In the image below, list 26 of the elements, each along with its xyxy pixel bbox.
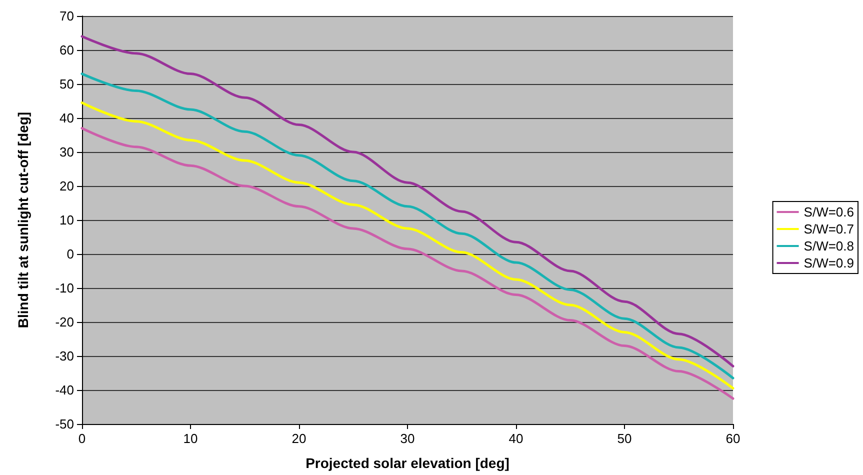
y-tick-label: 30: [60, 144, 74, 160]
y-tick-label: 40: [60, 110, 74, 126]
y-tick-label: 10: [60, 212, 74, 228]
x-tick-label: 50: [617, 431, 632, 446]
y-tick-label: 60: [60, 42, 74, 58]
legend-label: S/W=0.9: [804, 256, 854, 270]
x-tick-label: 10: [183, 431, 198, 446]
x-axis-title: Projected solar elevation [deg]: [306, 455, 510, 471]
y-tick-label: -40: [55, 382, 74, 398]
x-tick-label: 0: [78, 431, 86, 446]
legend-label: S/W=0.8: [804, 238, 854, 254]
legend-label: S/W=0.7: [804, 222, 854, 236]
y-tick-label: -20: [55, 314, 74, 330]
y-tick-label: -10: [55, 280, 74, 296]
y-tick-label: -30: [55, 348, 74, 364]
x-tick-label: 30: [400, 431, 415, 446]
x-tick-label: 60: [726, 431, 740, 446]
x-tick-label: 20: [292, 431, 306, 446]
y-tick-label: 70: [60, 8, 74, 24]
y-axis-title: Blind tilt at sunlight cut-off [deg]: [15, 112, 31, 328]
y-tick-label: 0: [66, 246, 74, 262]
y-tick-label: 20: [60, 178, 74, 194]
legend-label: S/W=0.6: [804, 204, 854, 220]
x-tick-label: 40: [508, 431, 524, 446]
y-tick-label: -50: [55, 416, 74, 432]
y-tick-label: 50: [60, 76, 74, 92]
